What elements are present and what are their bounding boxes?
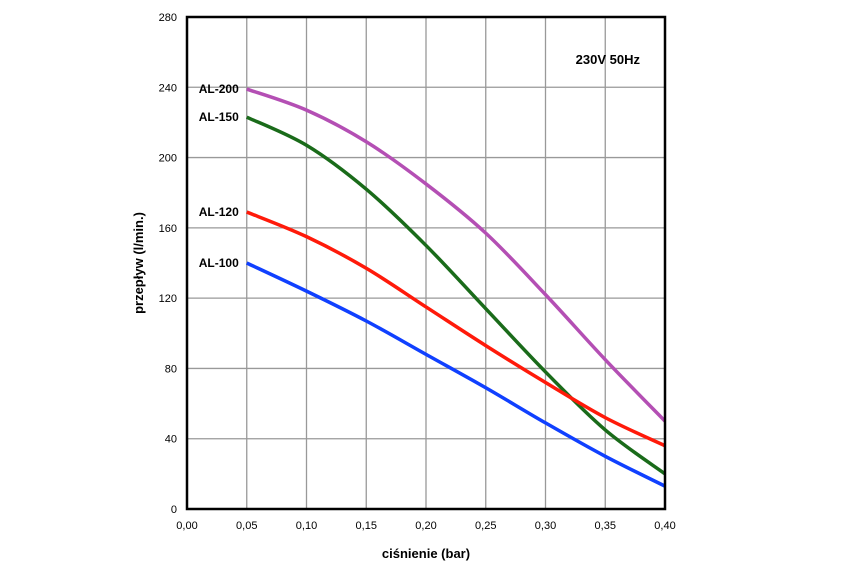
series-label-al-150: AL-150	[199, 110, 239, 124]
y-tick-label: 80	[165, 363, 177, 375]
plot-frame	[185, 15, 667, 511]
y-tick-label: 280	[159, 12, 177, 24]
y-axis-label: przepływ (l/min.)	[131, 212, 146, 314]
y-tick-label: 160	[159, 223, 177, 235]
y-tick-label: 200	[159, 153, 177, 165]
tick-labels: 0,00 0,05 0,10 0,15 0,20 0,25 0,30 0,35 0,40 0 40 8…	[159, 12, 676, 532]
annotation: 230V 50Hz	[576, 52, 641, 67]
series-line-al-200	[246, 87, 667, 423]
y-tick-label: 40	[165, 434, 177, 446]
y-tick-label: 0	[171, 504, 177, 516]
series-label-al-100: AL-100	[199, 256, 239, 270]
x-axis-label: ciśnienie (bar)	[382, 546, 470, 561]
x-tick-label: 0,05	[236, 520, 257, 532]
x-tick-label: 0,30	[535, 520, 556, 532]
x-tick-label: 0,15	[356, 520, 377, 532]
series-label-al-200: AL-200	[199, 82, 239, 96]
grid	[186, 16, 666, 510]
series-line-al-120	[246, 210, 666, 448]
x-tick-label: 0,10	[296, 520, 317, 532]
x-tick-label: 0,20	[415, 520, 436, 532]
x-tick-label: 0,00	[176, 520, 197, 532]
series-line-al-100	[246, 261, 666, 488]
y-tick-label: 240	[159, 82, 177, 94]
series-label-al-120: AL-120	[199, 205, 239, 219]
x-tick-label: 0,40	[654, 520, 675, 532]
series-line-al-150	[246, 115, 667, 476]
x-tick-label: 0,25	[475, 520, 496, 532]
series-lines: AL-200 AL-150 AL-120 AL-100	[199, 82, 667, 488]
y-tick-label: 120	[159, 293, 177, 305]
x-tick-label: 0,35	[595, 520, 616, 532]
